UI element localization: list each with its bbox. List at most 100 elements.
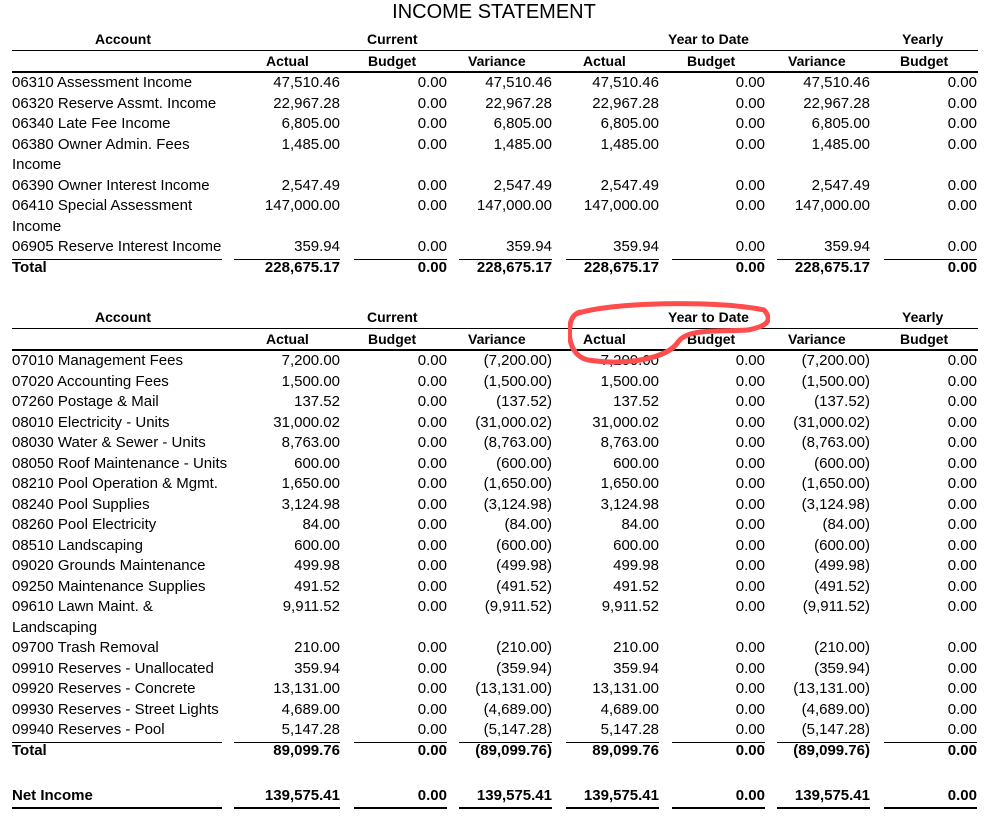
yearly-budget-value: 0.00: [947, 475, 977, 492]
ytd-variance-value: (210.00): [814, 639, 870, 656]
account-name: 08050 Roof Maintenance - Units: [12, 454, 228, 472]
current-budget-value: 0.00: [417, 352, 447, 369]
subtotal-rule: [459, 258, 552, 260]
ytd-variance-value: (499.98): [814, 557, 870, 574]
ytd-actual-value: 1,485.00: [600, 135, 659, 153]
current-budget-value: 0.00: [417, 74, 447, 91]
ytd-variance-header: Variance: [788, 331, 846, 347]
current-variance-value: (89,099.76): [475, 741, 552, 759]
subtotal-rule: [354, 741, 447, 743]
current-actual-value: 600.00: [294, 536, 340, 554]
subtotal-rule: [12, 741, 222, 743]
account-header: Account: [95, 309, 151, 325]
ytd-actual-value: 1,650.00: [600, 475, 659, 492]
ytd-budget-value: 0.00: [735, 598, 765, 615]
current-budget-value: 0.00: [417, 700, 447, 718]
ytd-actual-value: 13,131.00: [592, 680, 659, 697]
ytd-actual-value: 47,510.46: [592, 74, 659, 91]
ytd-budget-value: 0.00: [735, 393, 765, 410]
net-income-rule: [777, 807, 870, 809]
current-budget-value: 0.00: [417, 598, 447, 615]
yearly-budget-value: 0.00: [947, 352, 977, 369]
ytd-variance-value: (8,763.00): [801, 434, 870, 451]
yearly-budget-value: 0.00: [947, 741, 977, 759]
account-name: 06380 Owner Admin. Fees Income: [12, 135, 190, 174]
ytd-variance-value: 6,805.00: [811, 115, 870, 132]
current-variance-value: (31,000.02): [475, 413, 552, 431]
account-name: 09610 Lawn Maint. & Landscaping: [12, 598, 153, 636]
yearly-budget-value: 0.00: [947, 557, 977, 574]
yearly-header: Yearly: [902, 309, 944, 325]
current-variance-value: (84.00): [504, 516, 552, 533]
current-budget-value: 0.00: [417, 197, 447, 214]
ytd-variance-value: (7,200.00): [801, 352, 870, 369]
net-income-rule: [459, 807, 552, 809]
ytd-budget-value: 0.00: [735, 115, 765, 132]
ytd-actual-value: 210.00: [613, 639, 659, 656]
actual-header: Actual: [266, 331, 309, 347]
subtotal-rule: [884, 258, 977, 260]
current-variance-value: (600.00): [496, 454, 552, 472]
current-variance-value: 139,575.41: [476, 787, 552, 804]
account-name: 09020 Grounds Maintenance: [12, 557, 206, 574]
account-name: 06390 Owner Interest Income: [12, 176, 210, 194]
current-actual-value: 139,575.41: [264, 787, 340, 804]
account-name: Net Income: [12, 787, 93, 804]
subtotal-rule: [234, 741, 340, 743]
ytd-actual-value: 8,763.00: [600, 434, 659, 451]
ytd-variance-value: (5,147.28): [801, 721, 870, 738]
ytd-header: Year to Date: [668, 31, 749, 47]
account-name: 09940 Reserves - Pool: [12, 721, 165, 738]
yearly-budget-value: 0.00: [947, 598, 977, 615]
ytd-variance-value: (600.00): [814, 536, 870, 554]
account-name: 07020 Accounting Fees: [12, 372, 169, 390]
header-rule: [12, 328, 978, 329]
ytd-budget-value: 0.00: [735, 94, 765, 112]
yearly-budget-value: 0.00: [947, 197, 977, 214]
subtotal-rule: [672, 258, 765, 260]
ytd-variance-value: (491.52): [814, 577, 870, 595]
ytd-variance-value: 359.94: [824, 238, 870, 255]
ytd-budget-value: 0.00: [735, 557, 765, 574]
subtotal-rule: [777, 741, 870, 743]
ytd-budget-header: Budget: [687, 53, 736, 69]
current-budget-value: 0.00: [417, 454, 447, 472]
account-name: Total: [12, 258, 47, 276]
yearly-budget-value: 0.00: [947, 659, 977, 677]
ytd-budget-value: 0.00: [735, 413, 765, 431]
ytd-budget-value: 0.00: [735, 577, 765, 595]
current-variance-value: (3,124.98): [483, 495, 552, 513]
variance-header: Variance: [468, 53, 526, 69]
ytd-actual-value: 2,547.49: [600, 176, 659, 194]
ytd-variance-value: (1,500.00): [801, 372, 870, 390]
current-variance-value: 359.94: [506, 238, 552, 255]
current-budget-value: 0.00: [417, 115, 447, 132]
current-variance-value: 6,805.00: [493, 115, 552, 132]
ytd-budget-value: 0.00: [735, 454, 765, 472]
ytd-budget-value: 0.00: [735, 372, 765, 390]
ytd-variance-value: (84.00): [822, 516, 870, 533]
account-name: 08030 Water & Sewer - Units: [12, 434, 206, 451]
current-actual-value: 1,650.00: [281, 475, 340, 492]
current-actual-value: 9,911.52: [282, 598, 340, 615]
current-budget-value: 0.00: [417, 176, 447, 194]
current-actual-value: 7,200.00: [281, 352, 340, 369]
ytd-actual-value: 491.52: [613, 577, 659, 595]
account-name: 08210 Pool Operation & Mgmt.: [12, 475, 218, 492]
ytd-actual-value: 84.00: [621, 516, 659, 533]
subtotal-rule: [566, 258, 659, 260]
account-name: 09930 Reserves - Street Lights: [12, 700, 219, 718]
current-actual-value: 3,124.98: [281, 495, 340, 513]
current-budget-value: 0.00: [417, 413, 447, 431]
ytd-actual-value: 228,675.17: [583, 258, 659, 276]
ytd-actual-value: 7,200.00: [600, 352, 659, 369]
ytd-actual-value: 5,147.28: [600, 721, 659, 738]
header-rule-bottom: [12, 71, 978, 73]
yearly-budget-value: 0.00: [947, 516, 977, 533]
current-actual-value: 5,147.28: [281, 721, 340, 738]
ytd-budget-value: 0.00: [735, 700, 765, 718]
ytd-budget-value: 0.00: [735, 238, 765, 255]
yearly-header: Yearly: [902, 31, 944, 47]
current-actual-value: 2,547.49: [281, 176, 340, 194]
yearly-budget-value: 0.00: [947, 787, 977, 804]
